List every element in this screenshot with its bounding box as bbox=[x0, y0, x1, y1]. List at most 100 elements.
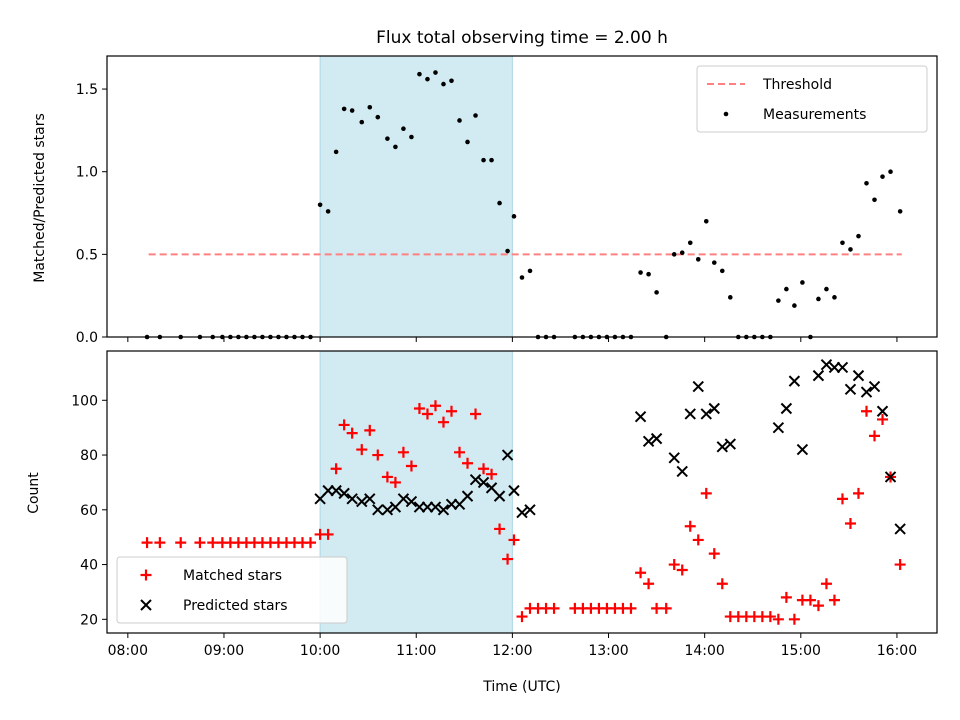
data-point bbox=[788, 375, 801, 387]
observing-window-band bbox=[319, 55, 513, 338]
data-point bbox=[325, 209, 331, 214]
data-point bbox=[445, 405, 457, 417]
data-point bbox=[478, 463, 490, 475]
data-point bbox=[676, 564, 688, 576]
data-point bbox=[836, 361, 849, 374]
data-point bbox=[154, 537, 166, 549]
data-point bbox=[457, 118, 462, 123]
data-point bbox=[548, 602, 560, 614]
data-point bbox=[828, 594, 840, 606]
data-point bbox=[372, 504, 384, 516]
data-point bbox=[884, 471, 897, 483]
data-point bbox=[897, 209, 903, 214]
data-point bbox=[417, 71, 422, 77]
data-point bbox=[625, 602, 637, 614]
data-point bbox=[716, 578, 728, 590]
data-point bbox=[425, 76, 430, 82]
data-point bbox=[341, 106, 347, 112]
y-tick-label: 40 bbox=[80, 558, 98, 574]
data-point bbox=[860, 386, 873, 398]
y-tick-label: 80 bbox=[80, 448, 98, 464]
y-tick-label: 1.0 bbox=[76, 165, 98, 181]
data-point bbox=[389, 476, 401, 488]
series-predicted-stars bbox=[314, 358, 906, 535]
data-point bbox=[405, 495, 418, 508]
data-point bbox=[385, 136, 390, 141]
data-point bbox=[519, 275, 525, 280]
data-point bbox=[356, 495, 368, 508]
data-point bbox=[511, 214, 517, 219]
x-tick-label: 12:00 bbox=[492, 643, 532, 659]
y-tick-label: 1.5 bbox=[76, 82, 98, 98]
data-point bbox=[780, 402, 793, 415]
data-point bbox=[381, 471, 393, 483]
data-point bbox=[812, 600, 824, 612]
data-point bbox=[800, 280, 805, 285]
data-point bbox=[876, 405, 889, 417]
plot-frame bbox=[106, 55, 938, 338]
data-point bbox=[679, 250, 685, 255]
data-point bbox=[437, 504, 450, 516]
data-point bbox=[421, 408, 433, 420]
data-point bbox=[494, 523, 506, 535]
data-point bbox=[784, 286, 789, 292]
data-point bbox=[322, 528, 334, 540]
data-point bbox=[692, 380, 704, 393]
legend-label: Measurements bbox=[763, 107, 866, 123]
series-matched-stars bbox=[141, 400, 906, 625]
data-point bbox=[330, 484, 342, 497]
data-point bbox=[409, 134, 414, 140]
data-point bbox=[796, 443, 809, 456]
data-point bbox=[346, 493, 358, 505]
legend-box bbox=[696, 65, 928, 133]
data-point bbox=[508, 484, 520, 497]
data-point bbox=[852, 487, 864, 499]
observing-window-band bbox=[319, 350, 513, 634]
data-point bbox=[708, 402, 720, 415]
data-point bbox=[501, 449, 514, 461]
data-point bbox=[429, 501, 442, 513]
data-point bbox=[505, 248, 510, 254]
data-point bbox=[654, 290, 659, 295]
data-point bbox=[194, 537, 206, 549]
legend-marker-swatch bbox=[723, 111, 729, 117]
data-point bbox=[473, 113, 478, 118]
y-tick-label: 100 bbox=[71, 393, 98, 409]
data-point bbox=[516, 611, 528, 623]
data-point bbox=[502, 553, 514, 565]
data-point bbox=[338, 487, 350, 500]
legend-label: Matched stars bbox=[183, 568, 282, 584]
data-point bbox=[671, 252, 677, 257]
data-point bbox=[651, 602, 663, 614]
data-point bbox=[872, 197, 877, 203]
data-point bbox=[812, 369, 825, 382]
data-point bbox=[684, 520, 696, 532]
data-point bbox=[469, 473, 482, 486]
data-point bbox=[844, 517, 856, 529]
data-point bbox=[728, 295, 733, 300]
data-point bbox=[792, 303, 797, 308]
y-tick-label: 60 bbox=[80, 503, 98, 519]
data-point bbox=[638, 270, 643, 275]
data-point bbox=[433, 70, 438, 75]
data-point bbox=[695, 257, 701, 262]
data-point bbox=[441, 81, 446, 87]
data-point bbox=[333, 149, 339, 155]
data-point bbox=[405, 460, 417, 472]
data-point bbox=[349, 108, 355, 113]
data-point bbox=[772, 613, 784, 625]
data-point bbox=[397, 446, 409, 458]
x-tick-label: 16:00 bbox=[877, 643, 917, 659]
data-point bbox=[894, 523, 906, 535]
data-point bbox=[880, 174, 885, 179]
data-point bbox=[338, 419, 350, 431]
data-point bbox=[493, 490, 506, 502]
data-point bbox=[877, 413, 889, 425]
data-point bbox=[804, 594, 816, 606]
data-point bbox=[869, 430, 881, 442]
x-tick-label: 13:00 bbox=[588, 643, 628, 659]
data-point bbox=[346, 427, 358, 439]
data-point bbox=[764, 611, 776, 623]
data-point bbox=[724, 438, 737, 450]
